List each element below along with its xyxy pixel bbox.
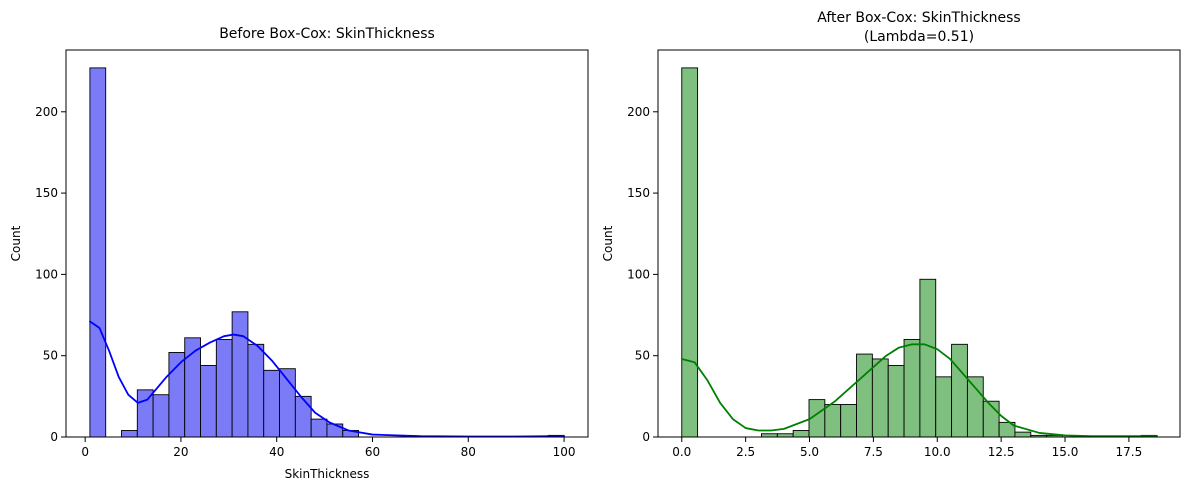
- plot-frame: [65, 49, 589, 438]
- chart-title: Before Box-Cox: SkinThickness: [219, 26, 435, 42]
- histogram-bar: [792, 430, 810, 438]
- histogram-bar: [1014, 431, 1032, 438]
- y-tick-label: 150: [627, 186, 650, 200]
- x-tick-label: 0: [81, 445, 89, 459]
- histogram-bar: [681, 67, 699, 438]
- histogram-bar: [294, 395, 312, 438]
- histogram-bar: [231, 311, 249, 438]
- x-tick-label: 7.5: [864, 445, 883, 459]
- x-axis-label: SkinThickness: [285, 467, 370, 481]
- kde-line: [680, 343, 1158, 438]
- histogram-bar: [871, 358, 889, 438]
- histogram-bar: [89, 67, 107, 438]
- x-tick-label: 60: [365, 445, 380, 459]
- chart-subtitle: (Lambda=0.51): [864, 29, 974, 45]
- x-tick-label: 15.0: [1052, 445, 1079, 459]
- histogram-bar: [200, 365, 217, 438]
- chart-title: After Box-Cox: SkinThickness: [817, 10, 1020, 26]
- x-tick-label: 0.0: [672, 445, 691, 459]
- y-tick-label: 0: [50, 430, 58, 444]
- x-tick-label: 20: [173, 445, 188, 459]
- y-tick-label: 0: [642, 430, 650, 444]
- histogram-bar: [247, 343, 265, 438]
- y-tick-label: 100: [35, 267, 58, 281]
- histogram-bar: [919, 278, 937, 438]
- chart-before-boxcox: 0 20 40 60 80 100 0 50 100 150 200 Before Box-Cox: …: [9, 26, 589, 481]
- histogram-bar: [887, 365, 905, 438]
- y-axis-label: Count: [9, 225, 23, 261]
- x-tick-label: 100: [553, 445, 576, 459]
- plot-frame: [657, 49, 1181, 438]
- histogram-bar: [152, 394, 170, 438]
- x-tick-label: 80: [461, 445, 476, 459]
- histogram-bar: [966, 376, 984, 438]
- histogram-bar: [121, 430, 138, 438]
- histogram-bar: [310, 418, 328, 438]
- histogram-bar: [263, 369, 280, 438]
- histogram-bar: [326, 423, 344, 438]
- x-tick-label: 2.5: [736, 445, 755, 459]
- y-tick-label: 50: [635, 349, 650, 363]
- kde-line: [89, 320, 565, 438]
- histogram-bar: [935, 376, 953, 438]
- y-axis-label: Count: [601, 225, 615, 261]
- histogram-bar: [903, 338, 921, 438]
- histogram-bar: [824, 404, 842, 438]
- histogram-bars: [89, 67, 565, 438]
- x-tick-label: 5.0: [800, 445, 819, 459]
- chart-after-boxcox: 0.0 2.5 5.0 7.5 10.0 12.5 15.0 17.5 0 50 100 150 200…: [601, 10, 1181, 459]
- y-tick-label: 50: [43, 349, 58, 363]
- histogram-bar: [215, 338, 233, 438]
- y-tick-label: 200: [627, 105, 650, 119]
- x-tick-label: 17.5: [1116, 445, 1143, 459]
- histogram-bar: [951, 343, 968, 438]
- y-tick-label: 200: [35, 105, 58, 119]
- x-tick-label: 10.0: [924, 445, 951, 459]
- histogram-bar: [856, 353, 873, 438]
- histogram-bars: [681, 67, 1158, 438]
- x-tick-label: 40: [269, 445, 284, 459]
- x-tick-label: 12.5: [988, 445, 1015, 459]
- y-tick-label: 100: [627, 267, 650, 281]
- histogram-bar: [840, 404, 857, 438]
- y-tick-label: 150: [35, 186, 58, 200]
